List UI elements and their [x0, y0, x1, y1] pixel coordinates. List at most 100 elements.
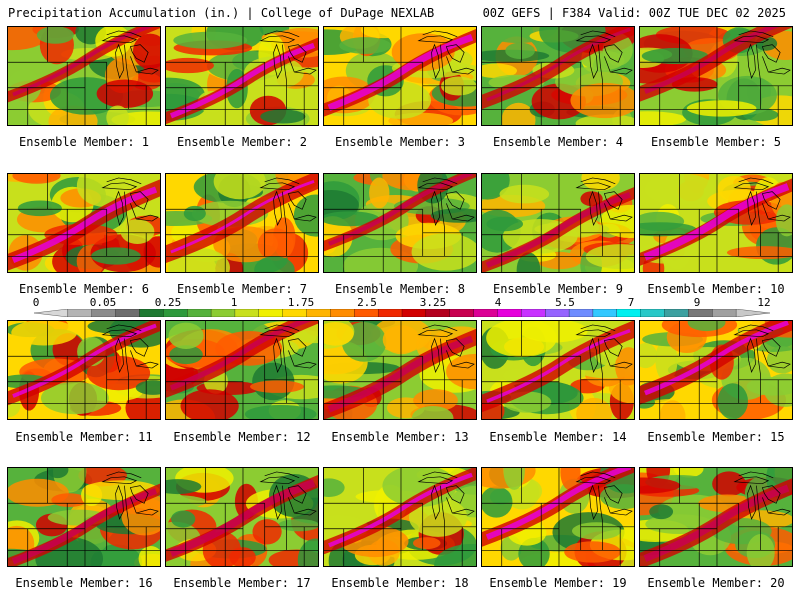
- ensemble-member-label: Ensemble Member: 14: [489, 430, 627, 444]
- precip-blob: [166, 479, 202, 495]
- boundary-line: [422, 30, 458, 38]
- boundary-line: [259, 35, 296, 44]
- ensemble-map-panel: [323, 320, 477, 420]
- boundary-line: [756, 44, 761, 80]
- precipitation-colorbar: [34, 309, 770, 317]
- colorbar-tick-label: 3.25: [419, 296, 447, 309]
- precip-core-band: [643, 183, 790, 261]
- precip-blob: [168, 322, 204, 350]
- boundary-line: [589, 43, 598, 79]
- boundary-line: [610, 508, 633, 516]
- precip-core-band: [170, 180, 315, 254]
- boundary-line: [610, 214, 633, 222]
- boundary-line: [282, 44, 287, 80]
- precip-blob: [580, 191, 603, 207]
- boundary-line: [452, 508, 475, 516]
- precip-blob: [581, 50, 625, 71]
- precip-field-map: [640, 468, 792, 566]
- colorbar-swatch: [187, 309, 212, 317]
- colorbar-swatch: [139, 309, 164, 317]
- boundary-line: [446, 56, 453, 73]
- precip-blob: [486, 216, 524, 232]
- ensemble-member-label: Ensemble Member: 12: [173, 430, 311, 444]
- boundary-line: [101, 476, 138, 485]
- precip-blob: [505, 42, 535, 60]
- precip-field-map: [8, 174, 160, 272]
- colorbar-swatch: [210, 309, 236, 317]
- ensemble-map-panel: [165, 26, 319, 126]
- boundary-line: [445, 44, 465, 63]
- boundary-line: [294, 214, 317, 222]
- boundary-line: [264, 177, 300, 185]
- boundary-line: [603, 44, 623, 63]
- boundary-line: [589, 190, 598, 226]
- boundary-line: [446, 203, 453, 220]
- ensemble-member-label: Ensemble Member: 16: [15, 576, 153, 590]
- precip-field-map: [324, 468, 476, 566]
- boundary-line: [264, 324, 300, 332]
- colorbar-swatch: [735, 309, 770, 317]
- precip-blob: [135, 380, 160, 395]
- boundary-line: [431, 43, 440, 79]
- precip-blob: [297, 538, 318, 566]
- boundary-line: [610, 361, 633, 369]
- ensemble-map-panel: [639, 26, 793, 126]
- precip-blob: [250, 380, 304, 393]
- precip-blob: [686, 100, 757, 117]
- ensemble-member-label: Ensemble Member: 2: [176, 135, 308, 149]
- boundary-line: [747, 484, 756, 520]
- colorbar-swatch: [449, 309, 475, 317]
- precip-blob: [572, 522, 622, 540]
- colorbar-swatch: [616, 309, 642, 317]
- precip-field-map: [482, 174, 634, 272]
- boundary-line: [747, 43, 756, 79]
- precip-blob: [560, 468, 581, 491]
- precip-blob: [411, 233, 476, 271]
- ensemble-member-label: Ensemble Member: 6: [18, 282, 150, 296]
- boundary-line: [288, 203, 295, 220]
- boundary-line: [598, 44, 603, 80]
- boundary-line: [115, 190, 124, 226]
- boundary-line: [422, 324, 458, 332]
- precip-blob: [213, 174, 266, 200]
- boundary-line: [604, 497, 611, 514]
- boundary-line: [756, 191, 761, 227]
- boundary-line: [575, 35, 612, 44]
- boundary-line: [130, 497, 137, 514]
- precip-blob: [120, 219, 155, 244]
- ensemble-member-label: Ensemble Member: 9: [492, 282, 624, 296]
- boundary-line: [417, 35, 454, 44]
- precip-field-map: [166, 468, 318, 566]
- ensemble-member-label: Ensemble Member: 13: [331, 430, 469, 444]
- colorbar-swatch: [401, 309, 427, 317]
- colorbar-tick-label: 12: [757, 296, 771, 309]
- boundary-line: [136, 361, 159, 369]
- precip-blob: [655, 338, 678, 382]
- precip-blob: [516, 252, 541, 272]
- boundary-line: [598, 485, 603, 521]
- boundary-line: [768, 67, 791, 75]
- ensemble-map-panel: [7, 467, 161, 567]
- precip-blob: [413, 389, 458, 412]
- boundary-line: [768, 214, 791, 222]
- ensemble-member-label: Ensemble Member: 8: [334, 282, 466, 296]
- precip-field-map: [640, 174, 792, 272]
- boundary-line: [603, 485, 623, 504]
- precip-blob: [277, 519, 318, 532]
- precip-blob: [324, 478, 345, 498]
- precip-core-band: [12, 323, 157, 398]
- precip-blob: [36, 27, 74, 44]
- colorbar-swatch: [282, 309, 307, 317]
- colorbar-swatch: [473, 309, 498, 317]
- colorbar-swatch: [354, 309, 379, 317]
- precip-field-map: [166, 321, 318, 419]
- precip-blob: [746, 377, 792, 396]
- ensemble-member-label: Ensemble Member: 19: [489, 576, 627, 590]
- precip-blob: [260, 109, 306, 124]
- boundary-line: [733, 476, 770, 485]
- precip-blob: [324, 211, 380, 227]
- precip-blob: [106, 105, 129, 125]
- ensemble-member-label: Ensemble Member: 5: [650, 135, 782, 149]
- ensemble-map-panel: [481, 26, 635, 126]
- ensemble-member-label: Ensemble Member: 18: [331, 576, 469, 590]
